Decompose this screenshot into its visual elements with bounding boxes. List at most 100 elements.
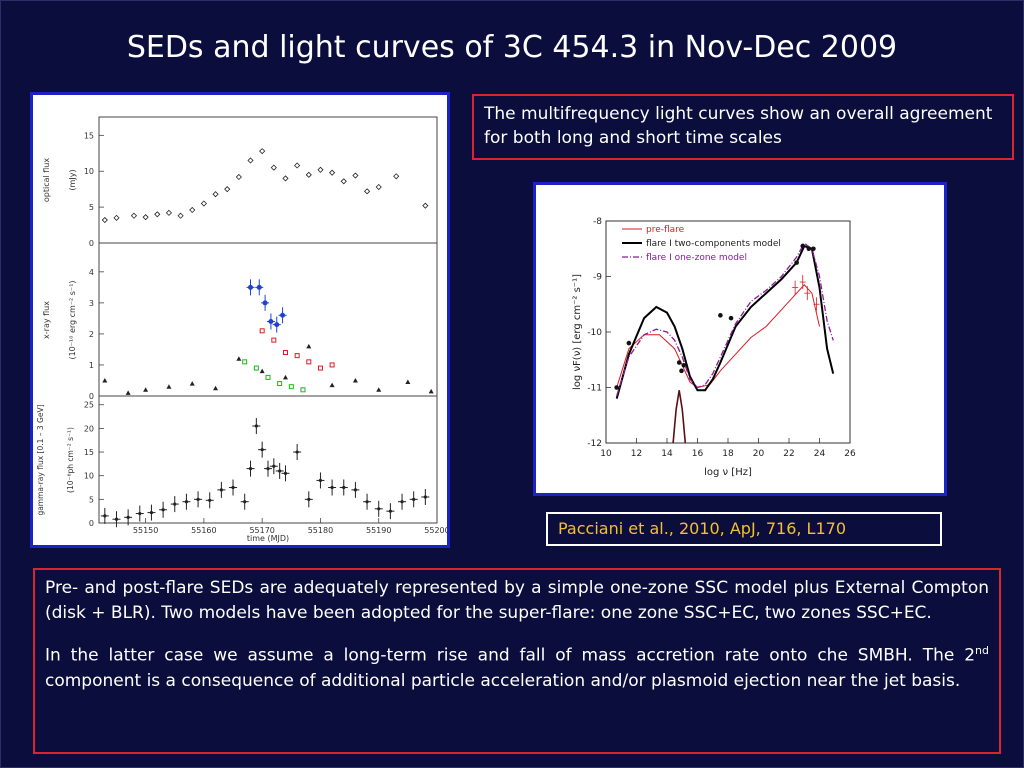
gamma-point xyxy=(114,517,119,521)
sed-y-axis-label: log νF(ν) [erg cm⁻² s⁻¹] xyxy=(572,274,583,390)
sed-data-point xyxy=(718,313,723,318)
sed-disk-component xyxy=(672,390,687,444)
sed-data-point xyxy=(614,385,619,390)
xray-point xyxy=(102,377,108,383)
optical-point xyxy=(259,148,266,155)
sed-data-point xyxy=(800,243,806,249)
sed-xtick-label: 26 xyxy=(844,449,856,459)
xray-point xyxy=(352,377,358,383)
gamma-point xyxy=(184,500,189,504)
model-description-box: Pre- and post-flare SEDs are adequately … xyxy=(33,568,1001,754)
sed-x-axis-label: log ν [Hz] xyxy=(704,467,752,478)
xray-point xyxy=(306,359,312,365)
optical-point xyxy=(177,212,184,219)
sed-ytick-label: -10 xyxy=(587,328,602,338)
optical-ytick-label: 0 xyxy=(89,239,94,248)
gamma-panel-frame xyxy=(98,395,438,524)
xray-point xyxy=(253,365,259,371)
sed-data-point xyxy=(794,260,799,265)
xray-point xyxy=(428,388,434,394)
sed-data-point xyxy=(681,363,687,368)
gamma-point xyxy=(400,500,404,504)
gamma-point xyxy=(126,515,130,519)
xray-point xyxy=(376,387,382,392)
sed-xtick-label: 14 xyxy=(661,449,673,459)
xray-point xyxy=(259,368,265,374)
gamma-ytick-label: 15 xyxy=(84,448,94,457)
xray-point xyxy=(405,379,411,385)
sed-data-point xyxy=(679,368,684,374)
xray-panel-frame xyxy=(98,242,438,397)
time-xtick-label: 55200 xyxy=(424,526,447,535)
gamma-point xyxy=(353,488,358,492)
sed-ytick-label: -8 xyxy=(593,217,602,227)
model-paragraph-1: Pre- and post-flare SEDs are adequately … xyxy=(45,578,989,623)
legend-two-component-label: flare I two-components model xyxy=(646,239,781,249)
gamma-point xyxy=(278,469,282,473)
light-curve-note: The multifrequency light curves show an … xyxy=(472,94,1014,160)
sed-data-point xyxy=(728,315,734,321)
time-axis-label: time (MJD) xyxy=(247,534,289,543)
gamma-axis-unit: (10⁻⁶ph cm⁻² s⁻¹) xyxy=(66,427,75,493)
sed-figure: 10 12 14 16 18 20 22 24 26 -8 -9 -10 -11 -12 pre-flar… xyxy=(533,182,947,496)
xray-point xyxy=(166,384,172,389)
optical-point xyxy=(247,157,254,164)
gamma-point xyxy=(103,514,107,518)
optical-axis-label: optical flux xyxy=(42,158,51,203)
sed-xtick-label: 24 xyxy=(814,449,826,459)
sed-xtick-label: 16 xyxy=(692,449,704,459)
gamma-point xyxy=(231,485,235,490)
gamma-point xyxy=(388,509,392,513)
xray-point xyxy=(306,343,312,349)
optical-point xyxy=(154,211,161,218)
xray-ytick-label: 1 xyxy=(89,361,94,370)
xray-point xyxy=(242,359,248,365)
xray-point xyxy=(248,284,254,290)
optical-ytick-label: 5 xyxy=(89,203,94,212)
xray-point xyxy=(280,312,286,318)
xray-point xyxy=(262,300,268,306)
sed-xtick-label: 20 xyxy=(753,449,765,459)
xray-point xyxy=(259,328,265,334)
xray-point xyxy=(265,374,271,380)
sed-xtick-label: 12 xyxy=(631,449,642,459)
citation: Pacciani et al., 2010, ApJ, 716, L170 xyxy=(546,512,942,546)
gamma-point xyxy=(307,497,311,501)
sed-data-point xyxy=(811,246,816,252)
optical-point xyxy=(270,164,277,171)
gamma-ytick-label: 5 xyxy=(89,495,94,504)
sed-xtick-label: 22 xyxy=(783,449,794,459)
sed-plot: 10 12 14 16 18 20 22 24 26 -8 -9 -10 -11 -12 pre-flar… xyxy=(572,217,856,478)
time-xtick-label: 55150 xyxy=(133,526,158,535)
gamma-point xyxy=(138,511,142,516)
sed-data-point xyxy=(806,246,812,252)
optical-point xyxy=(142,214,149,221)
xray-ytick-label: 4 xyxy=(89,268,94,277)
xray-point xyxy=(256,284,262,290)
gamma-point xyxy=(173,502,177,506)
xray-point xyxy=(189,381,195,386)
optical-point xyxy=(224,186,231,193)
gamma-point xyxy=(149,510,154,515)
time-xtick-label: 55170 xyxy=(249,526,274,535)
xray-point xyxy=(282,374,288,380)
gamma-point xyxy=(248,466,253,471)
optical-point xyxy=(364,188,371,195)
sed-curve-2 xyxy=(616,242,834,396)
gamma-ytick-label: 20 xyxy=(84,424,94,433)
gamma-point xyxy=(283,471,288,475)
optical-point xyxy=(189,206,196,214)
optical-point xyxy=(113,214,120,221)
optical-point xyxy=(393,173,400,180)
time-xtick-label: 55190 xyxy=(366,526,391,535)
slide-title: SEDs and light curves of 3C 454.3 in Nov… xyxy=(126,30,898,65)
gamma-point xyxy=(208,498,212,502)
xray-point xyxy=(288,384,294,390)
optical-point xyxy=(375,183,382,191)
xray-axis-label: x-ray flux xyxy=(42,301,51,339)
sed-ytick-label: -11 xyxy=(587,384,602,394)
sed-data-point xyxy=(676,360,682,365)
xray-point xyxy=(277,381,283,387)
sed-data-point xyxy=(626,340,632,346)
optical-point xyxy=(212,191,219,198)
